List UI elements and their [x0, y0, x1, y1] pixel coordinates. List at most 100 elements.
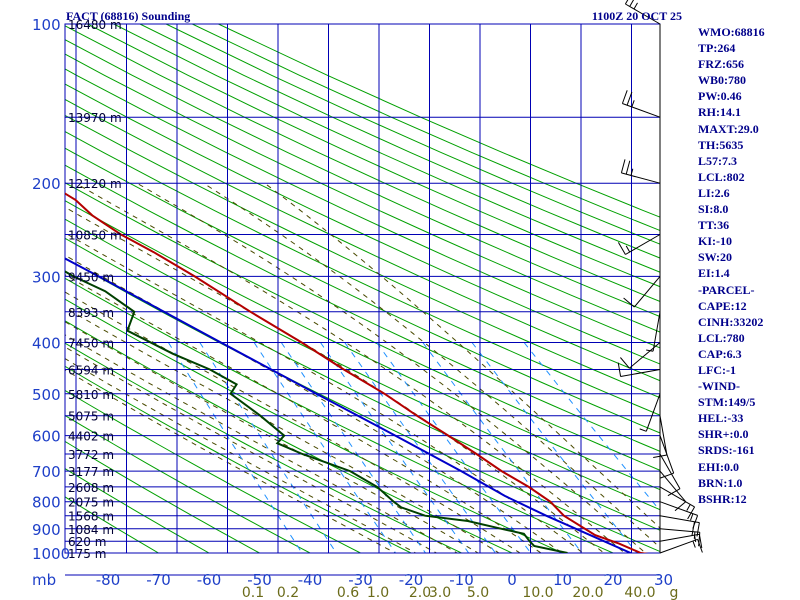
temperature-tick-label: 30: [654, 571, 673, 589]
temperature-tick-label: 0: [507, 571, 517, 589]
dry-adiabat-line: [65, 68, 660, 349]
height-label: 2608 m: [68, 481, 114, 495]
barb-shaft: [659, 415, 668, 456]
height-label: 16480 m: [68, 18, 122, 32]
index-item: LI:2.6: [698, 185, 730, 200]
barb-shaft: [659, 470, 687, 503]
mixing-ratio-line: [344, 342, 497, 553]
index-item: LCL:780: [698, 330, 745, 345]
index-item: MAXT:29.0: [698, 121, 759, 136]
height-label: 3772 m: [68, 448, 114, 462]
barb-shaft: [652, 311, 661, 352]
barb-flag: [653, 454, 667, 458]
wind-barb: [620, 159, 661, 184]
wind-barb: [624, 0, 661, 25]
barb-flag: [625, 160, 631, 175]
mixing-ratio-label: 40.0: [624, 585, 655, 600]
index-item: -PARCEL-: [698, 282, 755, 297]
height-label: 620 m: [68, 535, 106, 549]
wind-barb: [659, 453, 681, 497]
moist-adiabat-line: [65, 254, 563, 553]
pressure-tick-label: 900: [32, 521, 61, 539]
moist-adiabat-line: [75, 182, 626, 553]
pressure-tick-label: 700: [32, 463, 61, 481]
barb-shaft: [620, 369, 661, 377]
temperature-tick-label: -20: [399, 571, 424, 589]
barb-shaft: [622, 103, 661, 118]
height-label: 5075 m: [68, 410, 114, 424]
barb-flag: [624, 0, 629, 5]
wind-barb: [617, 234, 661, 255]
dry-adiabat-line: [65, 414, 312, 553]
barb-half-flag: [625, 245, 631, 253]
index-item: TH:5635: [698, 137, 744, 152]
height-label: 13970 m: [68, 111, 122, 125]
index-item: PW:0.46: [698, 89, 742, 104]
index-item: SRDS:-161: [698, 443, 755, 458]
height-label: 9450 m: [68, 270, 114, 284]
wind-barbs: [617, 0, 703, 554]
dry-adiabat-line: [65, 200, 660, 491]
pressure-tick-label: 1000: [32, 545, 70, 563]
barb-half-flag: [686, 504, 691, 511]
dry-adiabat-line: [65, 440, 261, 553]
index-item: LFC:-1: [698, 362, 736, 377]
dry-adiabat-line: [65, 365, 413, 553]
parcel-trace-line: [65, 257, 632, 553]
dry-adiabat-line: [65, 342, 463, 553]
barb-half-flag: [694, 535, 697, 543]
index-item: BRN:1.0: [698, 475, 743, 490]
mixing-ratio-line: [167, 342, 303, 553]
isobar-isotherm-grid: [64, 23, 661, 576]
dry-adiabat-line: [65, 277, 615, 553]
height-label: 12120 m: [68, 177, 122, 191]
barb-flag: [617, 362, 622, 377]
wind-barb: [639, 393, 661, 432]
dry-adiabat-line: [65, 147, 660, 434]
index-item: SHR+:0.0: [698, 427, 749, 442]
mixing-ratio-label: g: [670, 585, 679, 600]
index-item: L57:7.3: [698, 153, 737, 168]
height-label: 175 m: [68, 547, 106, 561]
barb-flag: [698, 534, 703, 549]
moist-adiabat-line: [65, 274, 542, 553]
stability-index-panel: WMO:68816 TP:264 FRZ:656 WB0:780 PW:0.46 RH:1…: [698, 24, 800, 507]
index-item: SW:20: [698, 250, 733, 265]
barb-shaft: [625, 3, 661, 25]
sounding-profiles: [65, 192, 649, 553]
mixing-ratio-label: 10.0: [522, 585, 553, 600]
dry-adiabat-line: [65, 25, 660, 303]
dry-adiabat-line: [65, 237, 660, 531]
dry-adiabat-line: [65, 298, 564, 553]
barb-half-flag: [690, 513, 694, 521]
dry-adiabat-line: [65, 468, 211, 553]
mixing-ratio-label: 0.1: [242, 585, 264, 600]
wind-barb: [621, 90, 661, 118]
dry-adiabat-line: [65, 257, 660, 553]
height-label: 1568 m: [68, 510, 114, 524]
index-item: STM:149/5: [698, 395, 756, 410]
mixing-ratio-line: [320, 342, 470, 553]
wind-barb: [653, 415, 668, 458]
index-item: WMO:68816: [698, 25, 765, 39]
index-item: SI:8.0: [698, 202, 729, 217]
index-item: CINH:33202: [698, 314, 764, 329]
index-item: CAP:6.3: [698, 346, 742, 361]
mixing-ratio-label: 2.0: [409, 585, 431, 600]
barb-shaft: [629, 342, 661, 369]
mixing-ratio-label: 5.0: [467, 585, 489, 600]
dry-adiabat-line: [65, 164, 660, 452]
dry-adiabat-line: [87, 24, 660, 288]
station-title: FACT (68816) Sounding: [66, 9, 190, 23]
barb-shaft: [659, 453, 681, 489]
height-label: 10850 m: [68, 229, 122, 243]
wind-barb: [623, 276, 661, 308]
barb-half-flag: [639, 428, 647, 432]
barb-shaft: [659, 538, 698, 554]
mixing-ratio-label: 3.0: [429, 585, 451, 600]
temperature-tick-label: -40: [298, 571, 323, 589]
index-item: HEL:-33: [698, 411, 744, 426]
index-item: BSHR:12: [698, 491, 747, 506]
dewpoint-line: [65, 270, 568, 553]
